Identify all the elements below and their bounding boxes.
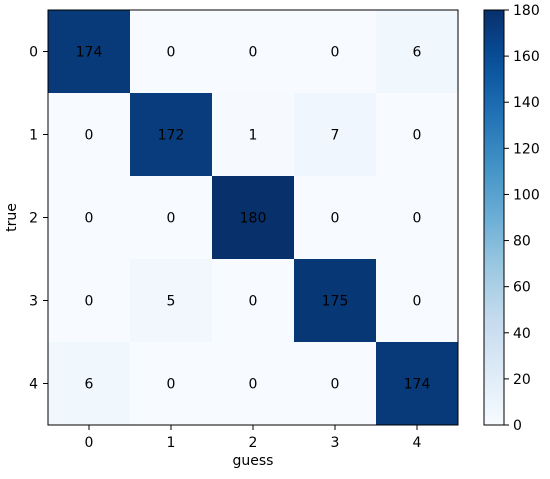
cell-value-label: 0 [85,294,94,310]
colorbar-tick-label: 60 [513,280,531,296]
colorbar-tick-label: 40 [513,326,531,342]
colorbar-tick-label: 100 [513,187,540,203]
heatmap-cell [212,259,294,342]
y-axis-ticks: 0 1 2 3 4 [29,45,48,393]
colorbar-tick-label: 180 [513,3,540,19]
cell-value-label: 0 [85,211,94,227]
heatmap-cell [130,10,212,93]
heatmap-cell [48,176,130,259]
cell-value-label: 6 [413,45,422,61]
colorbar-tick-label: 160 [513,49,540,65]
colorbar-tick-label: 140 [513,95,540,111]
cell-value-label: 0 [249,45,258,61]
cell-value-label: 0 [167,211,176,227]
x-tick-label: 4 [413,435,422,451]
cell-value-label: 5 [167,294,176,310]
colorbar-tick-label: 0 [513,418,522,434]
heatmap-cell [376,93,458,176]
x-tick-label: 1 [167,435,176,451]
cell-value-label: 0 [413,211,422,227]
colorbar [483,9,505,426]
cell-value-label: 6 [85,377,94,393]
cell-value-label: 1 [249,128,258,144]
cell-value-label: 0 [249,294,258,310]
x-tick-label: 2 [249,435,258,451]
colorbar-tick-label: 80 [513,234,531,250]
heatmap-cell [294,93,376,176]
cell-value-label: 0 [167,377,176,393]
heatmap-cell [212,10,294,93]
heatmap-cell [294,259,376,342]
heatmap-cell [48,342,130,425]
cell-value-label: 0 [331,45,340,61]
x-tick-label: 0 [85,435,94,451]
heatmap-cell [376,10,458,93]
x-tick-label: 3 [331,435,340,451]
heatmap-cell [48,10,130,93]
heatmap-cell [130,342,212,425]
y-tick-label: 0 [29,45,38,61]
cell-value-label: 0 [331,211,340,227]
cell-value-label: 0 [167,45,176,61]
heatmap-cell [212,176,294,259]
cell-value-label: 0 [413,294,422,310]
heatmap-cell [130,93,212,176]
heatmap-cell [294,10,376,93]
heatmap-cell [294,176,376,259]
heatmap-cell [376,342,458,425]
y-tick-label: 4 [29,377,38,393]
cell-value-label: 0 [249,377,258,393]
colorbar-tick-label: 20 [513,372,531,388]
heatmap-cell [48,259,130,342]
heatmap-cell [48,93,130,176]
heatmap-cell [130,259,212,342]
cell-value-label: 0 [85,128,94,144]
heatmap-cell [212,93,294,176]
x-axis-ticks: 0 1 2 3 4 [85,425,422,451]
heatmap-cells: 174 0 0 0 6 0 172 1 7 0 0 0 180 0 0 0 5 0 175 0 6 0 0 0 174 [48,10,458,425]
x-axis-label: guess [233,453,274,469]
cell-value-label: 180 [240,211,267,227]
heatmap-cell [294,342,376,425]
cell-value-label: 7 [331,128,340,144]
cell-value-label: 172 [158,128,185,144]
y-tick-label: 3 [29,294,38,310]
colorbar-tick-label: 120 [513,141,540,157]
heatmap-cell [376,176,458,259]
cell-value-label: 174 [404,377,431,393]
y-axis-label: true [4,203,20,232]
cell-value-label: 175 [322,294,349,310]
y-tick-label: 2 [29,211,38,227]
colorbar-ticks: 0 20 40 60 80 100 120 140 160 180 [504,3,540,434]
heatmap-cell [212,342,294,425]
heatmap-cell [130,176,212,259]
heatmap-cell [376,259,458,342]
cell-value-label: 0 [413,128,422,144]
y-tick-label: 1 [29,128,38,144]
cell-value-label: 174 [76,45,103,61]
cell-value-label: 0 [331,377,340,393]
